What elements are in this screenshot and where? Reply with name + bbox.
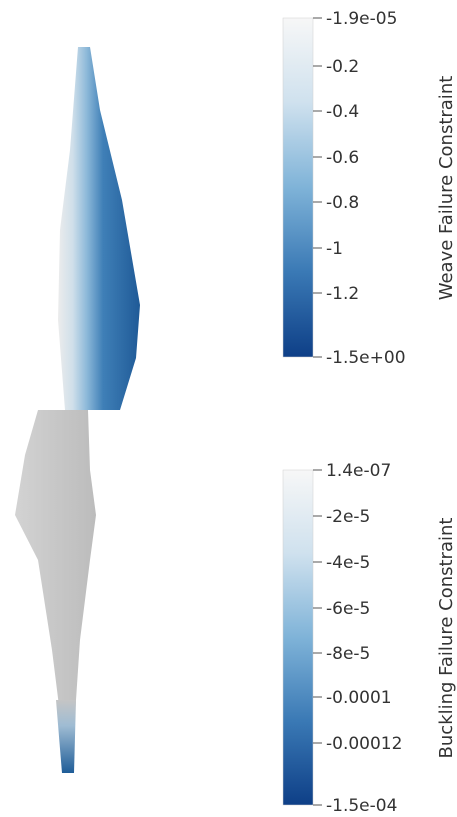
colorbar-buckling-tick-label: -6e-5	[326, 599, 370, 619]
upper-blade-surface	[58, 47, 140, 410]
colorbar-weave-gradient	[282, 17, 314, 358]
colorbar-buckling: 1.4e-07 -2e-5 -4e-5 -6e-5 -8e-5 -0.0001 -0.000…	[282, 461, 457, 816]
colorbar-buckling-tick-label: -0.00012	[326, 734, 402, 754]
colorbar-buckling-gradient	[282, 469, 314, 806]
colorbar-weave-tick-label: -1.5e+00	[326, 348, 406, 368]
colorbar-weave-tick-label: -0.2	[326, 57, 359, 77]
lower-blade-surface	[15, 410, 96, 730]
colorbar-weave-tick-label: -0.4	[326, 102, 359, 122]
colorbar-weave-tick-label: -1.9e-05	[326, 9, 397, 29]
colorbar-weave-title: Weave Failure Constraint	[436, 76, 457, 301]
colorbar-buckling-tick-label: -2e-5	[326, 507, 370, 527]
colorbar-buckling-tick-label: -4e-5	[326, 553, 370, 573]
colorbar-buckling-tick-label: 1.4e-07	[326, 461, 391, 481]
colorbar-buckling-title: Buckling Failure Constraint	[436, 518, 457, 759]
upper-blade[interactable]	[58, 47, 140, 410]
colorbar-buckling-tick-label: -1.5e-04	[326, 796, 397, 816]
colorbar-weave-tick-label: -1	[326, 239, 343, 259]
lower-blade[interactable]	[15, 410, 96, 773]
colorbar-weave-tick-label: -0.8	[326, 193, 359, 213]
colorbar-buckling-tick-label: -8e-5	[326, 644, 370, 664]
colorbar-buckling-tick-label: -0.0001	[326, 688, 392, 708]
colorbar-weave-tick-label: -0.6	[326, 148, 359, 168]
colorbar-weave-tick-label: -1.2	[326, 284, 359, 304]
colorbar-weave: -1.9e-05 -0.2 -0.4 -0.6 -0.8 -1 -1.2 -1.5e+00 W…	[282, 9, 457, 368]
lower-blade-tip	[56, 700, 76, 773]
